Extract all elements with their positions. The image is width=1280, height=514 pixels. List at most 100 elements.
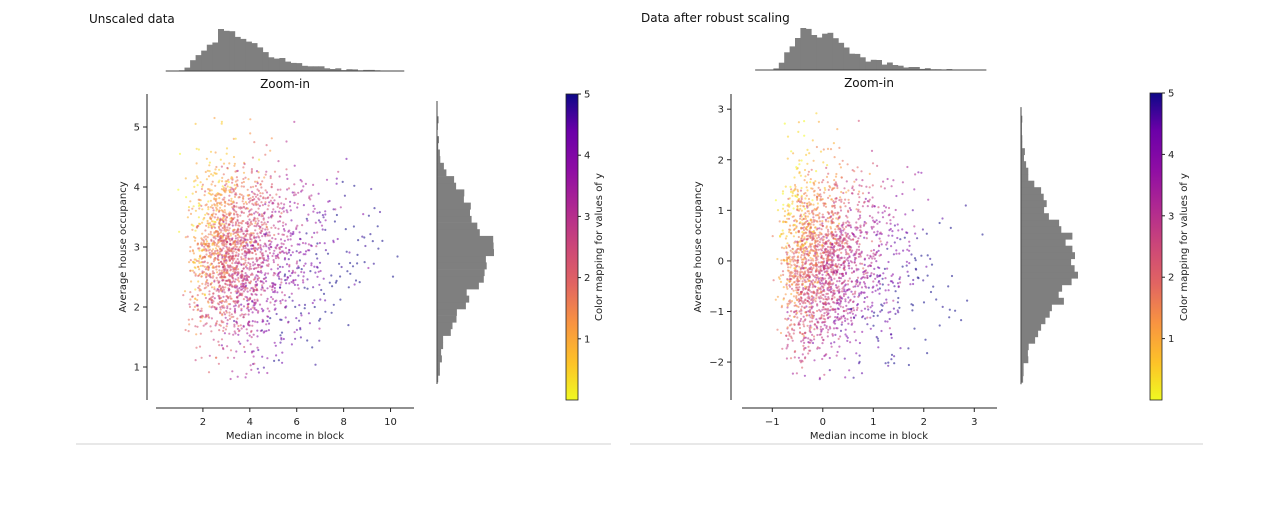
scatter-point — [195, 346, 198, 349]
scatter-point — [207, 188, 210, 191]
scatter-point — [214, 257, 217, 260]
scatter-point — [863, 296, 867, 300]
scatter-point — [845, 191, 848, 194]
scatter-point — [339, 298, 342, 301]
scatter-point — [906, 270, 909, 273]
scatter-point — [324, 210, 327, 213]
scatter-point — [276, 291, 279, 294]
scatter-point — [196, 325, 199, 328]
scatter-point — [225, 259, 228, 262]
scatter-point — [809, 178, 812, 181]
scatter-point — [819, 252, 822, 255]
scatter-point — [212, 292, 215, 295]
scatter-point — [293, 120, 296, 123]
scatter-point — [837, 302, 840, 305]
scatter-point — [877, 211, 880, 214]
scatter-point — [825, 261, 829, 264]
scatter-point — [319, 221, 322, 224]
scatter-point — [860, 286, 864, 289]
scatter-point — [815, 293, 818, 296]
scatter-point — [299, 336, 302, 339]
scatter-point — [866, 254, 869, 257]
histogram-bar — [437, 142, 439, 150]
scatter-point — [772, 279, 775, 282]
scatter-point — [855, 264, 858, 267]
scatter-point — [894, 312, 897, 315]
scatter-point — [246, 287, 249, 290]
scatter-point — [799, 217, 802, 220]
scatter-point — [308, 249, 311, 252]
scatter-point — [249, 197, 252, 200]
scatter-point — [253, 263, 257, 266]
scatter-point — [822, 204, 826, 207]
scatter-point — [800, 305, 804, 308]
scatter-point — [233, 356, 236, 359]
scatter-point — [823, 324, 826, 327]
scatter-point — [800, 359, 803, 362]
scatter-point — [204, 296, 207, 300]
scatter-point — [272, 252, 275, 255]
scatter-point — [801, 366, 804, 369]
scatter-point — [870, 240, 874, 243]
scatter-point — [225, 311, 228, 314]
scatter-point — [256, 270, 260, 273]
scatter-point — [822, 251, 825, 254]
scatter-point — [197, 274, 200, 277]
scatter-point — [808, 284, 812, 287]
scatter-point — [786, 326, 789, 329]
scatter-point — [889, 227, 892, 231]
scatter-point — [819, 150, 823, 153]
scatter-point — [796, 240, 799, 243]
scatter-point — [214, 241, 217, 244]
scatter-point — [782, 247, 786, 250]
scatter-point — [803, 179, 806, 182]
scatter-point — [244, 376, 247, 379]
histogram-bar — [437, 242, 494, 250]
scatter-point — [802, 320, 805, 323]
scatter-point — [835, 273, 838, 276]
scatter-point — [232, 300, 236, 303]
scatter-point — [316, 211, 319, 214]
scatter-point — [818, 378, 821, 381]
scatter-point — [229, 280, 232, 283]
scatter-point — [335, 213, 338, 217]
scatter-point — [271, 254, 274, 258]
scatter-point — [830, 246, 834, 249]
scatter-point — [847, 201, 850, 204]
scatter-point — [381, 239, 384, 242]
scatter-point — [280, 212, 283, 215]
scatter-point — [825, 175, 829, 178]
scatter-point — [228, 246, 231, 249]
scatter-point — [950, 274, 954, 278]
scatter-point — [240, 241, 243, 244]
scatter-point — [802, 267, 805, 270]
scatter-point — [876, 164, 879, 167]
scatter-point — [234, 304, 237, 307]
scatter-point — [215, 194, 218, 198]
scatter-point — [793, 176, 796, 179]
scatter-point — [234, 271, 237, 274]
scatter-point — [887, 234, 890, 237]
scatter-point — [220, 120, 223, 123]
scatter-point — [250, 240, 253, 243]
scatter-point — [293, 283, 296, 286]
histogram-bar — [924, 68, 931, 70]
scatter-point — [795, 313, 798, 316]
scatter-point — [841, 272, 844, 275]
scatter-point — [282, 228, 286, 231]
scatter-point — [252, 232, 255, 235]
scatter-point — [264, 173, 267, 176]
scatter-point — [187, 206, 191, 209]
scatter-point — [854, 253, 857, 256]
scatter-point — [211, 248, 215, 251]
scatter-point — [267, 196, 270, 199]
scatter-point — [892, 253, 896, 256]
scatter-point — [206, 222, 209, 225]
scatter-point — [193, 261, 197, 264]
scatter-point — [795, 309, 798, 312]
scatter-point — [795, 295, 798, 298]
scatter-point — [785, 245, 788, 248]
scatter-point — [799, 245, 802, 248]
scatter-point — [220, 193, 223, 196]
scatter-point — [246, 188, 249, 191]
